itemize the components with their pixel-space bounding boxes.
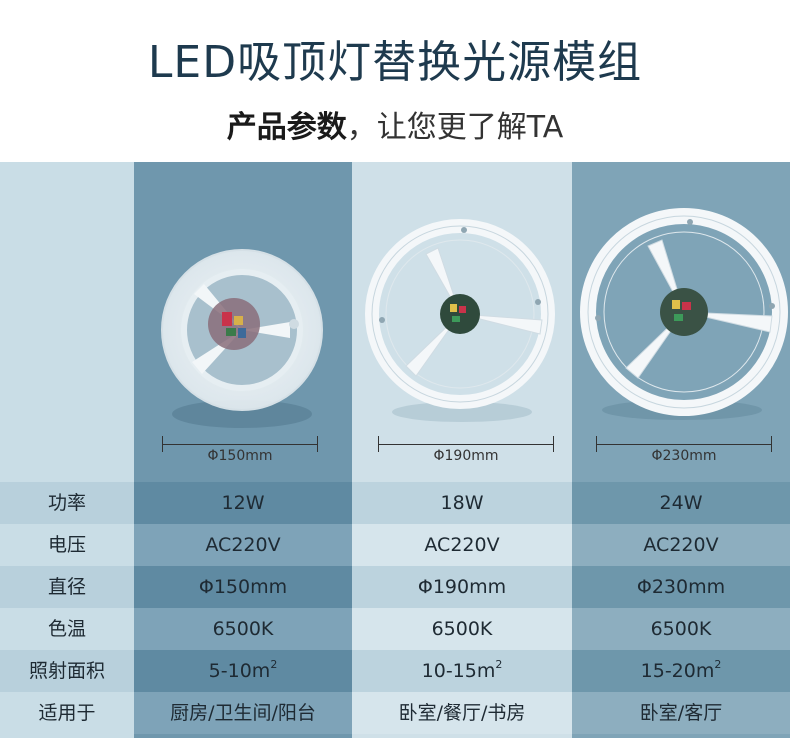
spec-value: 10-15m2 [352, 650, 572, 692]
spec-value: 6500K [134, 608, 352, 650]
area-value-1: 5-10m [208, 660, 271, 682]
spec-label: 电压 [0, 524, 134, 566]
spec-table: Φ150mm [0, 162, 790, 738]
area-value-2: 10-15m [421, 660, 496, 682]
product-image-2 [352, 162, 572, 482]
led-ring-medium-icon [365, 219, 555, 422]
spec-row-power: 功率 12W 18W 24W [0, 482, 790, 524]
diameter-label-1: Φ150mm [207, 448, 273, 464]
area-value-3: 15-20m [640, 660, 715, 682]
spec-value: 12W [134, 482, 352, 524]
dimension-marker-3: Φ230mm [596, 436, 772, 464]
spec-value: 卧室/客厅 [572, 692, 790, 734]
product-column-1: Φ150mm [134, 162, 352, 738]
page-subtitle: 产品参数，让您更了解TA [0, 102, 790, 146]
spec-row-diameter: 直径 Φ150mm Φ190mm Φ230mm [0, 566, 790, 608]
spec-value: Φ190mm [352, 566, 572, 608]
spec-row-color-temp: 色温 6500K 6500K 6500K [0, 608, 790, 650]
spec-label: 直径 [0, 566, 134, 608]
spec-label: 功率 [0, 482, 134, 524]
dimension-marker-1: Φ150mm [162, 436, 318, 464]
spec-label: 适用于 [0, 692, 134, 734]
area-unit-sup: 2 [270, 658, 278, 671]
area-unit-sup: 2 [495, 658, 503, 671]
spec-row-voltage: 电压 AC220V AC220V AC220V [0, 524, 790, 566]
spec-label: 色温 [0, 608, 134, 650]
spec-value: Φ230mm [572, 566, 790, 608]
spec-value: 卧室/餐厅/书房 [352, 692, 572, 734]
spec-value: 6500K [572, 608, 790, 650]
spec-value: AC220V [572, 524, 790, 566]
spec-value: AC220V [134, 524, 352, 566]
product-image-1 [134, 162, 352, 482]
spec-value: 15-20m2 [572, 650, 790, 692]
led-ring-large-icon [580, 208, 788, 420]
spec-value: 5-10m2 [134, 650, 352, 692]
spec-rows: 功率 12W 18W 24W 电压 AC220V AC220V AC220V 直… [0, 482, 790, 734]
spec-value: AC220V [352, 524, 572, 566]
dimension-marker-2: Φ190mm [378, 436, 554, 464]
diameter-label-3: Φ230mm [651, 448, 717, 464]
spec-row-area: 照射面积 5-10m2 10-15m2 15-20m2 [0, 650, 790, 692]
led-ring-small-icon [161, 249, 323, 428]
spec-value: 6500K [352, 608, 572, 650]
area-unit-sup: 2 [714, 658, 722, 671]
product-image-3 [572, 162, 790, 482]
page-title: LED吸顶灯替换光源模组 [147, 37, 643, 88]
subtitle-rest: ，让您更了解TA [346, 110, 564, 145]
header: LED吸顶灯替换光源模组 产品参数，让您更了解TA [0, 0, 790, 162]
spec-row-usage: 适用于 厨房/卫生间/阳台 卧室/餐厅/书房 卧室/客厅 [0, 692, 790, 734]
subtitle-bold: 产品参数 [226, 110, 347, 145]
spec-label: 照射面积 [0, 650, 134, 692]
spec-value: 厨房/卫生间/阳台 [134, 692, 352, 734]
spec-value: 24W [572, 482, 790, 524]
spec-value: Φ150mm [134, 566, 352, 608]
spec-value: 18W [352, 482, 572, 524]
diameter-label-2: Φ190mm [433, 448, 499, 464]
